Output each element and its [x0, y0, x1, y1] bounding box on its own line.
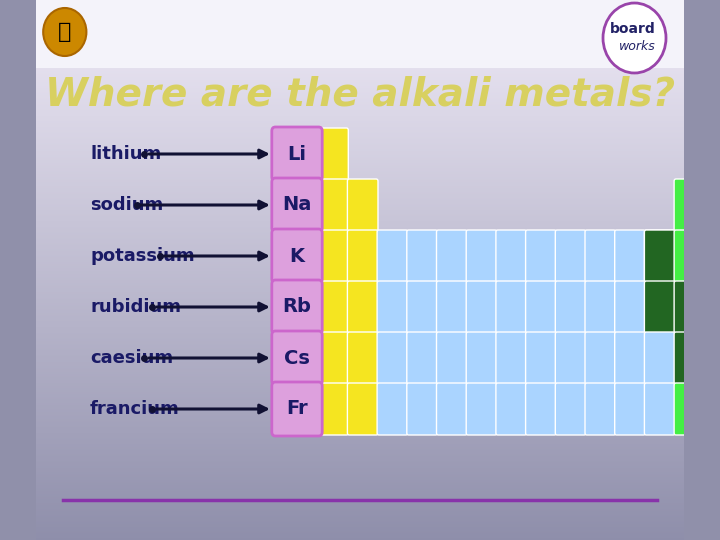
FancyBboxPatch shape: [377, 383, 408, 435]
FancyBboxPatch shape: [467, 230, 497, 282]
FancyBboxPatch shape: [615, 230, 645, 282]
FancyBboxPatch shape: [526, 383, 557, 435]
FancyBboxPatch shape: [644, 230, 675, 282]
FancyBboxPatch shape: [674, 230, 705, 282]
FancyBboxPatch shape: [36, 0, 684, 68]
FancyBboxPatch shape: [436, 230, 467, 282]
FancyBboxPatch shape: [704, 383, 720, 435]
Text: Na: Na: [282, 195, 312, 214]
FancyBboxPatch shape: [496, 332, 526, 384]
Circle shape: [603, 3, 666, 73]
Text: caesium: caesium: [90, 349, 173, 367]
Text: francium: francium: [90, 400, 180, 418]
FancyBboxPatch shape: [348, 332, 378, 384]
FancyBboxPatch shape: [272, 178, 323, 232]
FancyBboxPatch shape: [318, 179, 348, 231]
FancyBboxPatch shape: [348, 383, 378, 435]
Text: K: K: [289, 246, 305, 266]
FancyBboxPatch shape: [407, 383, 438, 435]
Text: potassium: potassium: [90, 247, 194, 265]
FancyBboxPatch shape: [496, 230, 526, 282]
FancyBboxPatch shape: [555, 332, 586, 384]
FancyBboxPatch shape: [467, 383, 497, 435]
FancyBboxPatch shape: [704, 179, 720, 231]
FancyBboxPatch shape: [644, 383, 675, 435]
FancyBboxPatch shape: [615, 383, 645, 435]
FancyBboxPatch shape: [496, 383, 526, 435]
FancyBboxPatch shape: [36, 0, 684, 68]
FancyBboxPatch shape: [644, 281, 675, 333]
FancyBboxPatch shape: [526, 332, 557, 384]
FancyBboxPatch shape: [555, 230, 586, 282]
FancyBboxPatch shape: [704, 332, 720, 384]
FancyBboxPatch shape: [644, 230, 675, 282]
FancyBboxPatch shape: [467, 332, 497, 384]
FancyBboxPatch shape: [318, 281, 348, 333]
Text: rubidium: rubidium: [90, 298, 181, 316]
Text: Where are the alkali metals?: Where are the alkali metals?: [45, 76, 675, 114]
Text: board: board: [610, 22, 656, 36]
FancyBboxPatch shape: [407, 230, 438, 282]
FancyBboxPatch shape: [272, 127, 323, 181]
Text: lithium: lithium: [90, 145, 161, 163]
FancyBboxPatch shape: [467, 281, 497, 333]
FancyBboxPatch shape: [704, 281, 720, 333]
FancyBboxPatch shape: [348, 281, 378, 333]
Text: 🌐: 🌐: [58, 22, 71, 42]
FancyBboxPatch shape: [436, 332, 467, 384]
FancyBboxPatch shape: [318, 383, 348, 435]
FancyBboxPatch shape: [272, 382, 323, 436]
Text: Fr: Fr: [286, 400, 308, 419]
FancyBboxPatch shape: [644, 332, 675, 384]
FancyBboxPatch shape: [555, 383, 586, 435]
FancyBboxPatch shape: [272, 280, 323, 334]
FancyBboxPatch shape: [615, 332, 645, 384]
FancyBboxPatch shape: [272, 331, 323, 385]
FancyBboxPatch shape: [526, 281, 557, 333]
FancyBboxPatch shape: [348, 179, 378, 231]
FancyBboxPatch shape: [496, 281, 526, 333]
FancyBboxPatch shape: [318, 230, 348, 282]
Text: sodium: sodium: [90, 196, 163, 214]
FancyBboxPatch shape: [555, 281, 586, 333]
FancyBboxPatch shape: [407, 281, 438, 333]
FancyBboxPatch shape: [526, 230, 557, 282]
FancyBboxPatch shape: [704, 230, 720, 282]
FancyBboxPatch shape: [585, 383, 616, 435]
FancyBboxPatch shape: [407, 332, 438, 384]
FancyBboxPatch shape: [436, 281, 467, 333]
FancyBboxPatch shape: [377, 230, 408, 282]
FancyBboxPatch shape: [377, 332, 408, 384]
FancyBboxPatch shape: [318, 128, 348, 180]
FancyBboxPatch shape: [615, 281, 645, 333]
FancyBboxPatch shape: [318, 332, 348, 384]
FancyBboxPatch shape: [377, 281, 408, 333]
FancyBboxPatch shape: [348, 230, 378, 282]
FancyBboxPatch shape: [436, 383, 467, 435]
Text: Rb: Rb: [282, 298, 312, 316]
FancyBboxPatch shape: [674, 179, 705, 231]
FancyBboxPatch shape: [585, 332, 616, 384]
FancyBboxPatch shape: [674, 332, 705, 384]
FancyBboxPatch shape: [674, 383, 705, 435]
FancyBboxPatch shape: [674, 281, 705, 333]
Text: works: works: [618, 39, 656, 52]
Text: Li: Li: [287, 145, 307, 164]
Circle shape: [43, 8, 86, 56]
Text: Cs: Cs: [284, 348, 310, 368]
FancyBboxPatch shape: [585, 230, 616, 282]
FancyBboxPatch shape: [272, 229, 323, 283]
FancyBboxPatch shape: [585, 281, 616, 333]
